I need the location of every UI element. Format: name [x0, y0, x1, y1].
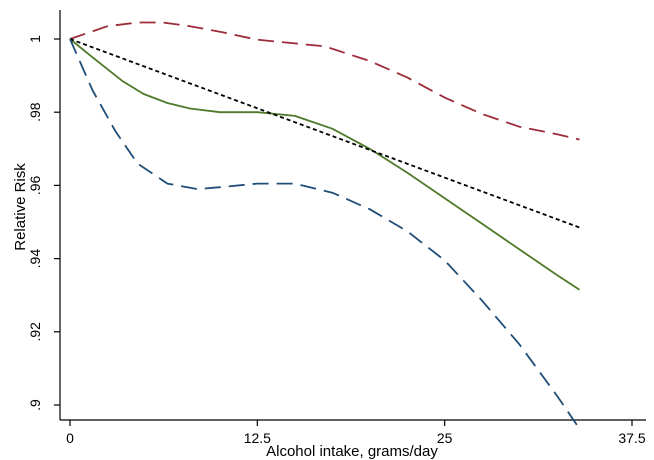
x-tick-label: 12.5: [244, 430, 271, 446]
x-tick-label: 0: [66, 430, 74, 446]
series-4-dashed-line: [69, 38, 581, 430]
y-axis-title: Relative Risk: [12, 163, 29, 251]
y-tick-label: .92: [27, 322, 43, 342]
y-tick-label: .96: [27, 175, 43, 195]
y-tick-label: .98: [27, 102, 43, 122]
x-axis-title: Alcohol intake, grams/day: [266, 443, 438, 460]
series-2-solid-line: [69, 38, 580, 291]
x-tick-label: 37.5: [618, 430, 645, 446]
y-tick-label: 1: [27, 35, 43, 43]
x-tick-label: 25: [437, 430, 453, 446]
series-1-dashed-line: [69, 21, 580, 141]
y-tick-label: .94: [27, 249, 43, 269]
y-tick-label: .9: [27, 399, 43, 411]
plot-area: .9 .92 .94 .96 .98 1 0 12.5 25 37.5: [27, 10, 646, 446]
series-3-dotted-line: [69, 38, 580, 229]
